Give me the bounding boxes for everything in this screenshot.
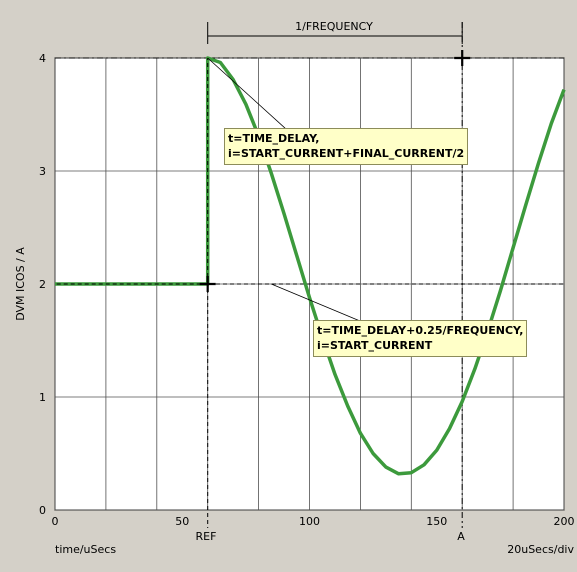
y-tick-label: 1 [39, 391, 46, 404]
ref-label: REF [196, 530, 217, 543]
annotation-1-line2: i=START_CURRENT+FINAL_CURRENT/2 [228, 147, 465, 160]
annotation-1-line1: t=TIME_DELAY, [228, 132, 320, 145]
annotation-2-line1: t=TIME_DELAY+0.25/FREQUENCY, [317, 324, 524, 337]
a-cross-marker [454, 50, 471, 66]
annotation-2-line2: i=START_CURRENT [317, 339, 433, 352]
annotation-pointers [55, 57, 361, 322]
cursor-markers [199, 50, 471, 292]
ref-cross-marker [199, 276, 216, 292]
scale-label: 20uSecs/div [507, 543, 574, 556]
annotation-1-pointer [207, 57, 287, 130]
dimension-label: 1/FREQUENCY [295, 20, 373, 33]
tick-labels: 0 50 100 150 200 0 1 2 3 4 [39, 52, 575, 528]
y-tick-label: 4 [39, 52, 46, 65]
annotation-2: t=TIME_DELAY+0.25/FREQUENCY, i=START_CUR… [313, 320, 528, 357]
a-label: A [457, 530, 465, 543]
y-axis-label: DVM ICOS / A [14, 247, 27, 321]
y-tick-label: 0 [39, 504, 46, 517]
x-tick-label: 150 [426, 515, 447, 528]
annotation-1: t=TIME_DELAY, i=START_CURRENT+FINAL_CURR… [224, 128, 469, 165]
series-line [55, 56, 566, 476]
x-tick-label: 100 [299, 515, 320, 528]
x-axis-label: time/uSecs [55, 543, 116, 556]
x-tick-label: 200 [554, 515, 575, 528]
annotation-2-pointer [271, 283, 361, 322]
x-tick-label: 0 [52, 515, 59, 528]
y-tick-label: 3 [39, 165, 46, 178]
x-tick-label: 50 [175, 515, 189, 528]
y-tick-label: 2 [39, 278, 46, 291]
